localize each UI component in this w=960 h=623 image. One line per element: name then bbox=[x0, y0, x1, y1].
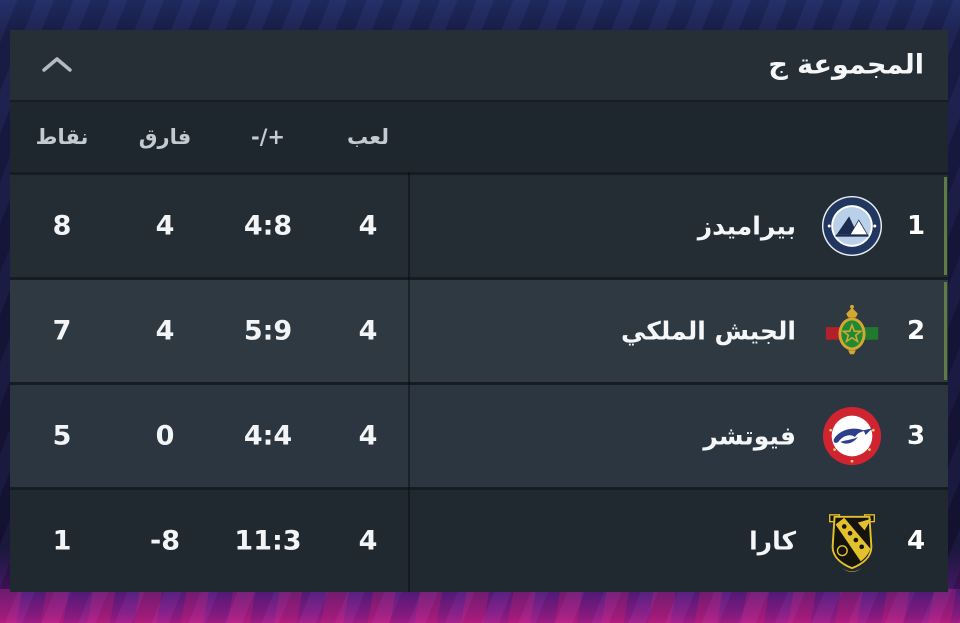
stat-played: 4 bbox=[358, 420, 378, 452]
background-streaks bbox=[0, 589, 960, 623]
rank-label: 1 bbox=[906, 211, 926, 241]
standings-column-headers: نقاط فارق -/+ لعب bbox=[10, 100, 948, 172]
team-name: الجيش الملكي bbox=[621, 316, 796, 346]
stat-points: 7 bbox=[52, 315, 72, 347]
stat-goals: 4:8 bbox=[243, 210, 293, 242]
group-header[interactable]: المجموعة ج bbox=[10, 30, 948, 100]
collapse-button[interactable] bbox=[38, 52, 76, 78]
column-header-diff: فارق bbox=[138, 125, 192, 149]
stat-played: 4 bbox=[358, 210, 378, 242]
table-row[interactable]: 4 كارا 4 11:3 -8 bbox=[10, 487, 948, 592]
cara-crest-icon bbox=[820, 509, 884, 573]
standings-rows: 1 بيراميدز 4 4:8 4 8 2 bbox=[10, 172, 948, 592]
stat-diff: 4 bbox=[155, 315, 175, 347]
rank-label: 3 bbox=[906, 421, 926, 451]
stat-diff: 4 bbox=[155, 210, 175, 242]
stat-diff: -8 bbox=[150, 525, 180, 557]
stat-points: 5 bbox=[52, 420, 72, 452]
chevron-up-icon bbox=[40, 54, 74, 77]
table-row[interactable]: 3 فيوتشر 4 4:4 0 5 bbox=[10, 382, 948, 487]
as-far-crest-icon bbox=[820, 299, 884, 363]
group-standings-panel: المجموعة ج نقاط فارق -/+ لعب 1 bbox=[10, 30, 948, 592]
team-name: كارا bbox=[749, 526, 796, 556]
column-header-points: نقاط bbox=[35, 125, 89, 149]
rank-label: 2 bbox=[906, 316, 926, 346]
table-row[interactable]: 1 بيراميدز 4 4:8 4 8 bbox=[10, 172, 948, 277]
team-name: بيراميدز bbox=[697, 211, 796, 241]
team-name: فيوتشر bbox=[703, 421, 796, 451]
stat-goals: 4:4 bbox=[243, 420, 293, 452]
stat-played: 4 bbox=[358, 315, 378, 347]
group-title: المجموعة ج bbox=[768, 49, 924, 81]
table-row[interactable]: 2 الجيش الملكي 4 5:9 4 7 bbox=[10, 277, 948, 382]
stat-goals: 5:9 bbox=[243, 315, 293, 347]
column-header-played: لعب bbox=[347, 125, 389, 149]
stat-points: 8 bbox=[52, 210, 72, 242]
stats-section-divider bbox=[408, 172, 410, 592]
pyramids-crest-icon bbox=[820, 194, 884, 258]
stat-diff: 0 bbox=[155, 420, 175, 452]
rank-label: 4 bbox=[906, 526, 926, 556]
stat-played: 4 bbox=[358, 525, 378, 557]
future-crest-icon bbox=[820, 404, 884, 468]
stat-points: 1 bbox=[52, 525, 72, 557]
stat-goals: 11:3 bbox=[234, 525, 302, 557]
column-header-goals: -/+ bbox=[251, 125, 285, 149]
